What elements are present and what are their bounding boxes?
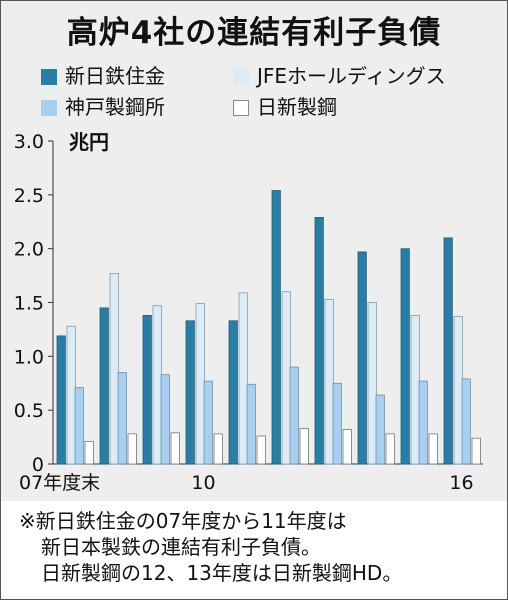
y-tick-label: 0 (32, 454, 44, 476)
bar (238, 292, 248, 465)
bar (170, 432, 180, 465)
footnote-line: ※新日鉄住金の07年度から11年度は (19, 509, 347, 533)
y-tick-label: 1.0 (14, 346, 44, 368)
bar (185, 320, 195, 465)
bar (142, 314, 152, 465)
bar (84, 440, 94, 465)
x-tick-label: 16 (449, 472, 473, 494)
legend-item-nippon-steel: 新日鉄住金 (41, 64, 165, 88)
bar (400, 248, 410, 465)
bar (418, 380, 428, 465)
bar (453, 316, 463, 465)
bar (152, 305, 162, 465)
legend-label: 日新製鋼 (257, 95, 337, 119)
footnote-line: 新日本製鉄の連結有利子負債。 (41, 535, 321, 559)
legend-swatch (233, 100, 249, 116)
bar (428, 433, 438, 465)
y-tick-label: 3.0 (14, 131, 44, 153)
bar-chart: 0 0.5 1.0 1.5 2.0 2.5 3.0 兆円 07年度末 10 16 (14, 130, 483, 494)
bar (367, 302, 377, 465)
bar (256, 435, 266, 465)
bar (314, 216, 324, 465)
legend-label: 神戸製鋼所 (65, 95, 165, 119)
bar (357, 251, 367, 465)
bar (246, 383, 256, 465)
bar (160, 374, 170, 465)
legend-swatch (233, 69, 249, 85)
bar (109, 272, 119, 465)
bar (342, 429, 352, 465)
bar (281, 291, 291, 465)
bar (56, 335, 66, 465)
legend-swatch (41, 69, 57, 85)
legend-label: 新日鉄住金 (65, 64, 165, 88)
bar (324, 298, 334, 465)
bar (66, 325, 76, 465)
legend-item-nisshin-steel: 日新製鋼 (233, 95, 337, 119)
bar (127, 433, 137, 465)
bar (228, 320, 238, 465)
footnote-line: 日新製鋼の12、13年度は日新製鋼HD。 (41, 561, 403, 585)
bar (385, 433, 395, 465)
bar (74, 387, 84, 465)
x-tick-label: 07年度末 (19, 472, 100, 494)
y-tick-label: 2.5 (14, 185, 44, 207)
y-tick-label: 1.5 (14, 293, 44, 315)
bar (203, 380, 213, 465)
legend-label: JFEホールディングス (257, 64, 446, 88)
bar (471, 437, 481, 465)
bar (443, 237, 453, 465)
bar (117, 372, 127, 465)
bar (410, 314, 420, 465)
bar (299, 428, 309, 465)
chart-title: 高炉4社の連結有利子負債 (66, 15, 442, 51)
bar (271, 190, 281, 465)
bar (99, 307, 109, 465)
y-axis-unit-label: 兆円 (69, 130, 109, 154)
bar (195, 303, 205, 465)
bar (461, 378, 471, 465)
x-tick-label: 10 (191, 472, 215, 494)
legend-swatch (41, 100, 57, 116)
bar (213, 433, 223, 465)
footnote: ※新日鉄住金の07年度から11年度は 新日本製鉄の連結有利子負債。 日新製鋼の1… (19, 508, 499, 586)
bar (332, 382, 342, 465)
y-tick-label: 0.5 (14, 400, 44, 422)
legend-item-jfe: JFEホールディングス (233, 64, 446, 88)
legend-item-kobe-steel: 神戸製鋼所 (41, 95, 165, 119)
y-tick-label: 2.0 (14, 239, 44, 261)
bar (289, 366, 299, 465)
chart-panel: 高炉4社の連結有利子負債 新日鉄住金 JFEホールディングス 神戸製鋼所 日新製… (1, 1, 507, 501)
bar (375, 394, 385, 465)
